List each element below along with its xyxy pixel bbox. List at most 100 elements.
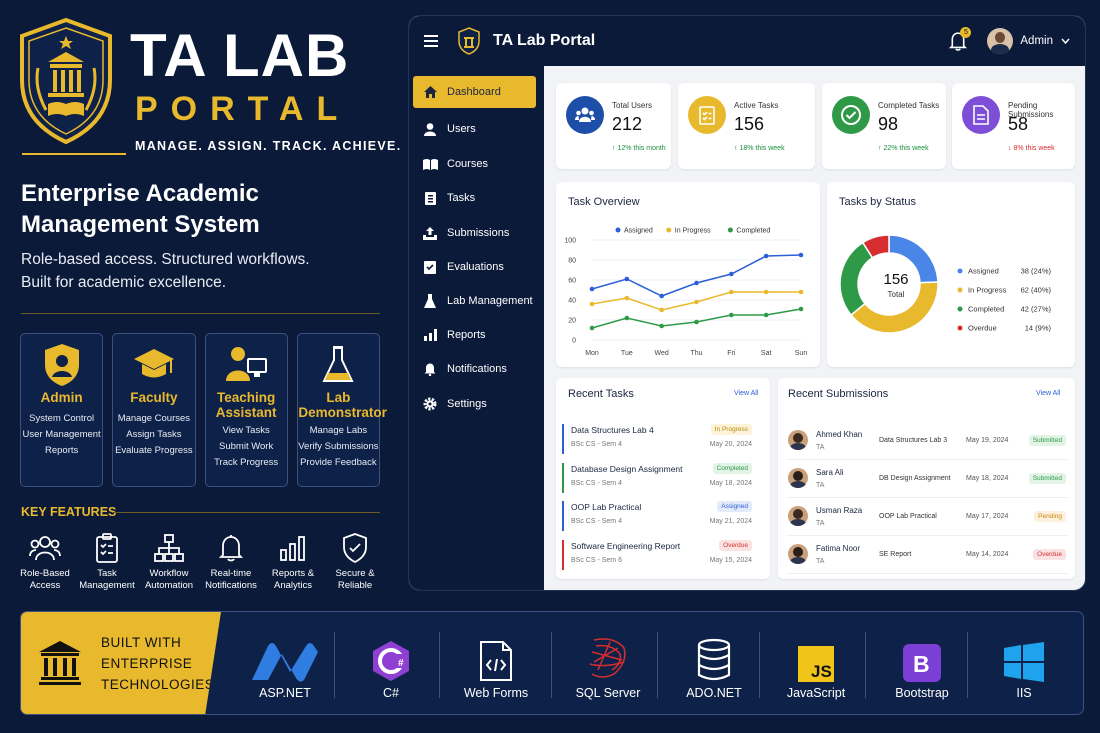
bar-chart-icon: [423, 329, 437, 341]
sidebar-item-dashboard[interactable]: Dashboard: [413, 76, 536, 108]
role-item: Assign Tasks: [126, 429, 182, 440]
legend-value: 62 (40%): [1021, 286, 1052, 295]
view-all-link[interactable]: View All: [1036, 390, 1061, 397]
document-icon: [962, 96, 1000, 134]
tasks-by-status-chart: Assigned 38 (24%) In Progress 62 (40%) Compl…: [839, 234, 1052, 334]
donut-total-label: Total: [887, 290, 905, 299]
bootstrap-logo-icon: B: [867, 626, 977, 686]
feature-label: Access: [29, 580, 61, 591]
sidebar-item-tasks[interactable]: Tasks: [413, 182, 536, 214]
task-date: May 18, 2024: [709, 479, 752, 487]
legend-label: Completed: [736, 228, 770, 235]
chevron-down-icon[interactable]: [1061, 38, 1070, 44]
task-date: May 20, 2024: [709, 441, 752, 448]
built-with-text: BUILT WITH ENTERPRISE TECHNOLOGIES: [101, 632, 214, 695]
stat-label: Pending Submissions: [1008, 101, 1054, 119]
sidebar-item-courses[interactable]: Courses: [413, 148, 536, 180]
notifications-button[interactable]: 5: [949, 27, 972, 51]
role-item: Provide Feedback: [300, 457, 377, 468]
sidebar-item-submissions[interactable]: Submissions: [413, 217, 536, 249]
stat-card-pending-submissions: Pending Submissions 58 ↓ 8% this week: [952, 83, 1075, 169]
data-point: [798, 289, 804, 295]
sidebar-item-lab-management[interactable]: Lab Management: [413, 285, 536, 317]
bell-icon: [949, 32, 968, 51]
brand-tagline: MANAGE. ASSIGN. TRACK. ACHIEVE.: [135, 139, 402, 153]
stat-value: 156: [734, 114, 765, 134]
sidebar-item-notifications[interactable]: Notifications: [413, 353, 536, 385]
users-icon: [29, 536, 61, 561]
svg-text:#: #: [398, 658, 404, 669]
legend-label: Completed: [968, 305, 1004, 314]
bar-chart-icon: [280, 536, 305, 561]
y-tick-label: 80: [568, 258, 576, 265]
tech-item: IIS: [969, 612, 1079, 714]
series-line: [591, 254, 802, 297]
sidebar-item-reports[interactable]: Reports: [413, 319, 536, 351]
feature-item: Role-Based Access: [14, 530, 76, 592]
role-item: Evaluate Progress: [115, 445, 193, 456]
feature-label: Management: [79, 580, 135, 591]
javascript-logo-icon: JS: [761, 626, 871, 686]
task-row[interactable]: Software Engineering Report BSc CS - Sem …: [562, 539, 752, 570]
avatar[interactable]: [987, 28, 1014, 54]
sidebar-item-label: Reports: [447, 329, 486, 341]
app-logo-icon: [458, 27, 480, 55]
sidebar-item-users[interactable]: Users: [413, 113, 536, 145]
bell-icon: [424, 363, 436, 376]
submission-row[interactable]: Sara Ali TA DB Design Assignment May 18, 20…: [786, 464, 1068, 498]
avatar: [788, 544, 808, 564]
task-status-badge: Overdue: [719, 539, 752, 551]
check-circle-icon: [832, 96, 870, 134]
submission-row[interactable]: Usman Raza TA OOP Lab Practical May 17, 202…: [786, 502, 1068, 536]
hamburger-menu-icon[interactable]: [424, 35, 438, 47]
task-name: Software Engineering Report: [571, 540, 681, 551]
flask-icon: [424, 294, 436, 308]
submission-title: SE Report: [879, 551, 912, 558]
submission-row[interactable]: Ahmed Khan TA Data Structures Lab 3 May 19,…: [786, 426, 1068, 460]
key-features-title: KEY FEATURES: [21, 505, 117, 519]
svg-text:B: B: [913, 651, 930, 677]
hero-desc-line: Built for academic excellence.: [21, 274, 227, 291]
sidebar-item-evaluations[interactable]: Evaluations: [413, 251, 536, 283]
app-title: TA Lab Portal: [493, 32, 596, 49]
task-status-badge: Assigned: [717, 501, 752, 512]
task-name: OOP Lab Practical: [571, 502, 642, 512]
divider: [334, 632, 335, 698]
submitter-role: TA: [816, 558, 825, 565]
legend-marker: [957, 268, 963, 274]
submission-date: May 17, 2024: [966, 513, 1009, 520]
task-row[interactable]: Data Structures Lab 4 BSc CS - Sem 4 In Pr…: [562, 424, 752, 454]
divider: [865, 632, 866, 698]
role-item: Verify Submissions: [298, 441, 379, 452]
data-point: [659, 307, 664, 313]
graduation-cap-icon: [133, 349, 174, 378]
sidebar-item-label: Lab Management: [447, 295, 533, 307]
sidebar-item-settings[interactable]: Settings: [413, 388, 536, 420]
task-meta: BSc CS - Sem 4: [571, 441, 622, 448]
submission-date: May 18, 2024: [966, 475, 1009, 482]
data-point: [624, 276, 630, 282]
stat-label: Completed Tasks: [878, 101, 940, 110]
y-tick-label: 0: [572, 338, 576, 345]
data-point: [729, 312, 734, 318]
sidebar-item-label: Courses: [447, 158, 488, 170]
submitter-role: TA: [816, 520, 825, 527]
task-row[interactable]: Database Design Assignment BSc CS - Sem 4…: [562, 462, 752, 493]
feature-label: Role-Based: [20, 568, 70, 579]
tech-item: SQL Server: [553, 612, 663, 714]
submission-row[interactable]: Fatima Noor TA SE Report May 14, 2024 Overdu…: [786, 540, 1068, 574]
user-name[interactable]: Admin: [1020, 35, 1053, 47]
task-row[interactable]: OOP Lab Practical BSc CS - Sem 4 Assigned M…: [562, 501, 752, 531]
submission-date: May 14, 2024: [966, 551, 1009, 558]
web-forms-code-icon: [441, 626, 551, 686]
hero-desc-line: Role-based access. Structured workflows.: [21, 251, 310, 268]
view-all-link[interactable]: View All: [734, 390, 759, 397]
clipboard-icon: [688, 96, 726, 134]
tech-label: Bootstrap: [895, 686, 949, 700]
legend-marker: [727, 227, 733, 233]
submission-title: DB Design Assignment: [879, 475, 951, 482]
card-title: Recent Submissions: [788, 388, 889, 400]
home-icon: [423, 86, 437, 98]
role-cards: Admin System Control User Management Repor…: [20, 333, 387, 487]
data-point: [798, 306, 804, 312]
